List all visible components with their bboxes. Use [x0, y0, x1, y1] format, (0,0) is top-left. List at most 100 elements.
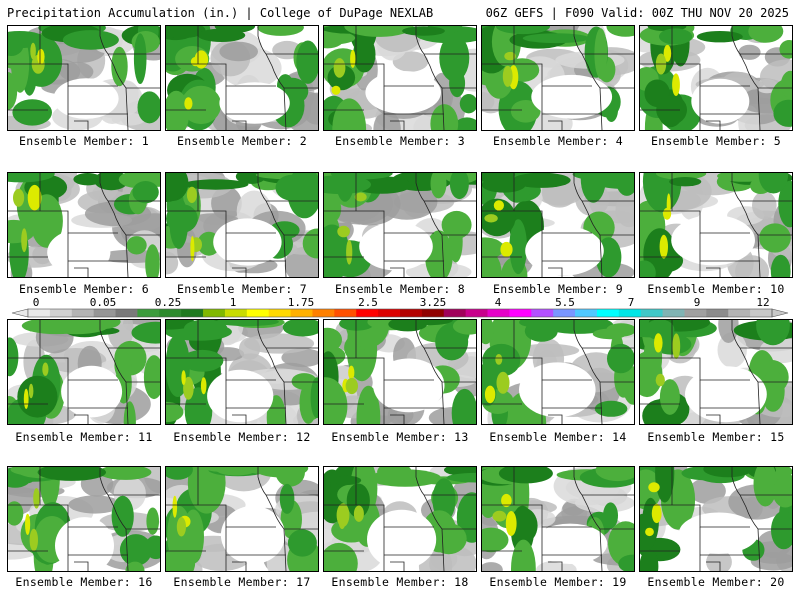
precip-area	[8, 173, 55, 183]
member-map-3	[323, 25, 477, 131]
precip-field	[482, 320, 634, 424]
precip-area	[482, 320, 494, 345]
member-label: Ensemble Member: 17	[173, 575, 311, 589]
member-map-5	[639, 25, 793, 131]
precip-area	[73, 173, 102, 186]
precip-area	[296, 40, 318, 84]
precip-area	[344, 26, 414, 37]
member-map-1	[7, 25, 161, 131]
member-map-7	[165, 172, 319, 278]
colorbar-segment	[509, 309, 532, 317]
precip-area	[111, 495, 134, 537]
precip-area	[166, 26, 206, 39]
precip-area	[146, 507, 159, 535]
precip-area	[645, 527, 654, 537]
precip-area	[181, 85, 222, 125]
member-label: Ensemble Member: 11	[15, 430, 153, 444]
precip-area	[181, 370, 186, 385]
precip-field	[166, 320, 318, 424]
precip-area	[244, 333, 315, 354]
state-boundary	[390, 561, 405, 571]
run-info: 06Z GEFS | F090 Valid: 00Z THU NOV 20 20…	[485, 6, 789, 20]
precip-area	[594, 28, 608, 79]
member-label: Ensemble Member: 10	[647, 282, 785, 296]
member-label: Ensemble Member: 16	[15, 575, 153, 589]
precip-area	[778, 180, 792, 228]
dry-area	[359, 222, 433, 271]
precip-area	[114, 350, 132, 380]
colorbar-segment	[115, 309, 138, 317]
state-boundary	[415, 26, 445, 130]
state-boundary	[324, 63, 434, 87]
precip-area	[131, 321, 160, 344]
precip-area	[350, 49, 356, 68]
colorbar-segment	[290, 309, 313, 317]
precip-field	[324, 467, 476, 571]
precip-area	[21, 320, 92, 335]
precip-field	[640, 467, 792, 571]
member-label: Ensemble Member: 20	[647, 575, 785, 589]
dry-area	[367, 509, 437, 569]
colorbar-segment	[71, 309, 95, 317]
member-map-9	[481, 172, 635, 278]
colorbar-segment	[181, 309, 204, 317]
state-boundary	[166, 63, 276, 87]
state-boundary	[573, 26, 603, 130]
precip-area	[183, 179, 249, 190]
colorbar-segment	[49, 309, 73, 317]
precip-area	[302, 228, 318, 259]
precip-area	[607, 343, 634, 374]
precip-area	[111, 46, 128, 87]
precip-area	[703, 467, 753, 478]
member-map-20	[639, 466, 793, 572]
colorbar-segment	[531, 309, 554, 317]
precip-area	[672, 73, 680, 96]
precip-area	[482, 248, 502, 277]
colorbar-segment	[706, 309, 729, 317]
dry-area	[220, 505, 286, 565]
state-boundary	[573, 320, 603, 424]
colorbar-segment	[93, 309, 116, 317]
precip-area	[28, 383, 34, 399]
precip-area	[331, 517, 372, 543]
member-map-8	[323, 172, 477, 278]
colorbar-outline	[27, 308, 773, 318]
precip-area	[21, 228, 28, 253]
precip-area	[166, 401, 184, 423]
dry-area	[373, 358, 445, 413]
precip-area	[430, 523, 467, 555]
state-boundary	[99, 467, 129, 571]
precip-area	[504, 51, 516, 61]
dry-area	[53, 78, 119, 119]
precip-area	[495, 354, 503, 365]
colorbar-segment	[268, 309, 291, 317]
state-boundary	[390, 414, 405, 424]
colorbar-tick-label: 5.5	[555, 296, 575, 309]
precip-area	[181, 349, 224, 372]
colorbar-segment	[28, 309, 51, 317]
precip-area	[672, 333, 681, 359]
precip-area	[651, 503, 662, 524]
precip-area	[452, 320, 476, 335]
state-boundary	[640, 504, 750, 528]
precip-area	[484, 385, 496, 404]
precip-field	[482, 173, 634, 277]
colorbar-tick-label: 3.25	[419, 296, 447, 309]
member-label: Ensemble Member: 1	[18, 134, 150, 148]
state-boundary	[548, 561, 563, 571]
state-boundary	[706, 120, 721, 130]
member-map-10	[639, 172, 793, 278]
precip-area	[86, 320, 121, 329]
state-boundary	[232, 120, 247, 130]
precip-field	[8, 26, 160, 130]
state-boundary	[324, 210, 434, 234]
precip-area	[183, 376, 194, 400]
state-boundary	[482, 357, 592, 381]
precip-area	[143, 355, 160, 400]
state-boundary	[482, 210, 592, 234]
colorbar-tick-label: 2.5	[358, 296, 378, 309]
precip-area	[645, 320, 675, 340]
precip-area	[187, 467, 226, 514]
precip-field	[482, 26, 634, 130]
member-label: Ensemble Member: 15	[647, 430, 785, 444]
